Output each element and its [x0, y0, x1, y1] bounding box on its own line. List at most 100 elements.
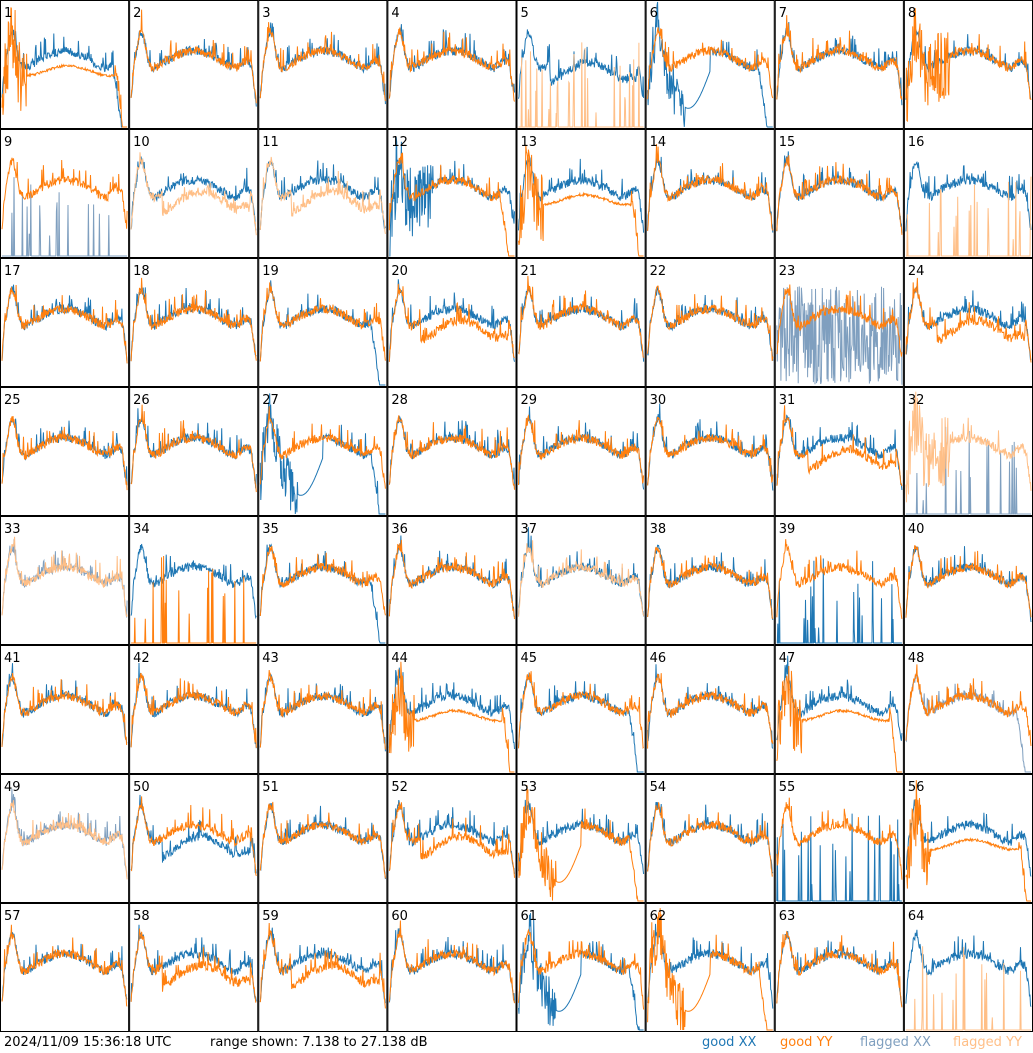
panel-7: 7 — [774, 0, 904, 129]
panel-39: 39 — [774, 516, 904, 645]
series-yy-54 — [647, 802, 773, 877]
panel-label: 56 — [908, 780, 925, 795]
panel-label: 3 — [262, 6, 270, 21]
legend-good-xx-label: good — [702, 1035, 735, 1050]
panel-label: 30 — [650, 393, 667, 408]
panel-label: 6 — [650, 6, 658, 21]
series-yy-6 — [647, 27, 774, 100]
panel-label: 47 — [779, 651, 796, 666]
series-yy-22 — [647, 285, 774, 361]
series-yy-56 — [905, 780, 1031, 902]
series-yy-17 — [1, 284, 128, 364]
series-yy-14 — [647, 144, 774, 231]
panel-label: 33 — [4, 522, 21, 537]
panel-label: 25 — [4, 393, 21, 408]
series-yy-63 — [776, 930, 903, 1008]
series-yy-15 — [776, 155, 903, 235]
panel-label: 8 — [908, 6, 916, 21]
panel-19: 19 — [258, 258, 388, 387]
series-yy-16 — [905, 176, 1032, 257]
panel-56: 56 — [903, 774, 1033, 903]
panel-62: 62 — [645, 903, 775, 1032]
panel-label: 35 — [262, 522, 279, 537]
legend-flagged-yy: flagged YY — [953, 1035, 1022, 1050]
panel-60: 60 — [387, 903, 517, 1032]
panel-label: 43 — [262, 651, 279, 666]
series-xx-13 — [518, 156, 645, 233]
panel-label: 4 — [391, 6, 399, 21]
panel-25: 25 — [0, 387, 130, 516]
panel-label: 51 — [262, 780, 279, 795]
series-yy-12 — [388, 152, 515, 257]
panel-45: 45 — [516, 645, 646, 774]
series-yy-20 — [388, 283, 515, 362]
panel-10: 10 — [129, 129, 259, 258]
series-yy-23 — [776, 284, 903, 357]
series-yy-52 — [388, 802, 515, 878]
panel-28: 28 — [387, 387, 517, 516]
panel-label: 61 — [521, 909, 538, 924]
panel-label: 28 — [391, 393, 408, 408]
legend-good-yy: good YY — [780, 1035, 832, 1050]
panel-50: 50 — [129, 774, 259, 903]
panel-label: 41 — [4, 651, 21, 666]
series-xx-24 — [905, 286, 1032, 361]
panel-label: 29 — [521, 393, 538, 408]
panel-6: 6 — [645, 0, 775, 129]
panel-51: 51 — [258, 774, 388, 903]
panel-label: 39 — [779, 522, 796, 537]
series-xx-58 — [130, 924, 257, 1002]
panel-label: 13 — [521, 135, 538, 150]
legend-flagged-xx: flagged XX — [860, 1035, 931, 1050]
series-xx-12 — [389, 136, 515, 257]
series-xx-34 — [130, 543, 257, 620]
series-yy-51 — [259, 801, 386, 879]
series-xx-8 — [905, 28, 1032, 100]
panel-label: 16 — [908, 135, 925, 150]
series-yy-28 — [388, 415, 515, 490]
panel-label: 54 — [650, 780, 667, 795]
panel-40: 40 — [903, 516, 1033, 645]
panel-label: 19 — [262, 264, 279, 279]
panel-15: 15 — [774, 129, 904, 258]
panel-54: 54 — [645, 774, 775, 903]
legend-good-yy-label: good — [780, 1035, 813, 1050]
range-shown: range shown: 7.138 to 27.138 dB — [210, 1035, 428, 1050]
panel-24: 24 — [903, 258, 1033, 387]
series-yy-36 — [388, 539, 515, 620]
panel-label: 50 — [133, 780, 150, 795]
panel-label: 18 — [133, 264, 150, 279]
panel-label: 9 — [4, 135, 12, 150]
series-yy-30 — [647, 416, 774, 486]
panel-label: 2 — [133, 6, 141, 21]
series-yy-5 — [518, 42, 644, 128]
legend-flagged-xx-label: flagged — [860, 1035, 909, 1050]
series-yy-10 — [130, 152, 257, 236]
panel-label: 38 — [650, 522, 667, 537]
panel-44: 44 — [387, 645, 517, 774]
series-yy-40 — [905, 545, 1032, 618]
series-yy-53 — [518, 785, 644, 902]
panel-label: 1 — [4, 6, 12, 21]
panel-label: 44 — [391, 651, 408, 666]
panel-8: 8 — [903, 0, 1033, 129]
legend-good-xx-pol: XX — [738, 1035, 757, 1050]
series-yy-39 — [776, 539, 903, 619]
series-yy-60 — [388, 920, 515, 1004]
panel-label: 14 — [650, 135, 667, 150]
panel-label: 53 — [521, 780, 538, 795]
series-yy-4 — [388, 27, 515, 102]
series-xx-41 — [1, 663, 128, 747]
series-yy-48 — [905, 664, 1032, 746]
panel-30: 30 — [645, 387, 775, 516]
panel-label: 21 — [521, 264, 538, 279]
series-yy-46 — [647, 673, 774, 749]
panel-label: 11 — [262, 135, 279, 150]
panel-37: 37 — [516, 516, 646, 645]
series-yy-41 — [1, 673, 128, 748]
series-yy-37 — [518, 540, 645, 617]
series-yy-34 — [131, 555, 257, 644]
series-yy-8 — [905, 8, 1032, 123]
panel-frame — [0, 387, 130, 516]
series-xx-63 — [776, 930, 903, 1007]
